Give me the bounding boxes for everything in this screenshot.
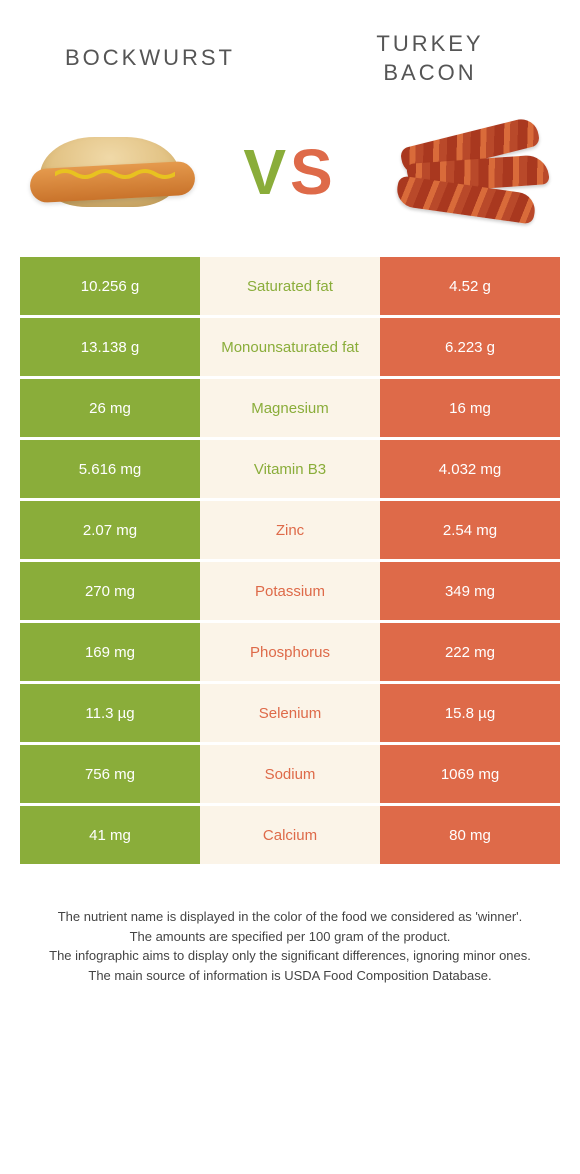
table-row: 11.3 µgSelenium15.8 µg <box>20 684 560 742</box>
right-value: 15.8 µg <box>380 684 560 742</box>
left-value: 26 mg <box>20 379 200 437</box>
left-value: 5.616 mg <box>20 440 200 498</box>
table-row: 26 mgMagnesium16 mg <box>20 379 560 437</box>
nutrient-label: Phosphorus <box>200 623 380 681</box>
nutrient-label: Selenium <box>200 684 380 742</box>
nutrient-table: 10.256 gSaturated fat4.52 g13.138 gMonou… <box>20 257 560 864</box>
vs-s: S <box>290 136 337 208</box>
left-value: 169 mg <box>20 623 200 681</box>
footnotes: The nutrient name is displayed in the co… <box>0 867 580 985</box>
nutrient-label: Saturated fat <box>200 257 380 315</box>
footnote-line: The main source of information is USDA F… <box>30 966 550 986</box>
left-value: 11.3 µg <box>20 684 200 742</box>
right-value: 16 mg <box>380 379 560 437</box>
right-value: 222 mg <box>380 623 560 681</box>
footnote-line: The nutrient name is displayed in the co… <box>30 907 550 927</box>
right-value: 80 mg <box>380 806 560 864</box>
table-row: 10.256 gSaturated fat4.52 g <box>20 257 560 315</box>
nutrient-label: Calcium <box>200 806 380 864</box>
table-row: 13.138 gMonounsaturated fat6.223 g <box>20 318 560 376</box>
left-food-title: BOCKWURST <box>50 44 250 73</box>
right-value: 6.223 g <box>380 318 560 376</box>
left-value: 2.07 mg <box>20 501 200 559</box>
footnote-line: The amounts are specified per 100 gram o… <box>30 927 550 947</box>
left-value: 756 mg <box>20 745 200 803</box>
nutrient-label: Sodium <box>200 745 380 803</box>
mustard-icon <box>55 167 175 179</box>
vs-label: VS <box>243 135 336 209</box>
right-value: 349 mg <box>380 562 560 620</box>
nutrient-label: Potassium <box>200 562 380 620</box>
right-value: 1069 mg <box>380 745 560 803</box>
right-food-image <box>390 117 550 227</box>
right-value: 4.032 mg <box>380 440 560 498</box>
vs-v: V <box>243 136 290 208</box>
header: BOCKWURST TURKEY BACON <box>0 0 580 97</box>
vs-row: VS <box>0 97 580 257</box>
right-value: 4.52 g <box>380 257 560 315</box>
right-food-title: TURKEY BACON <box>330 30 530 87</box>
table-row: 2.07 mgZinc2.54 mg <box>20 501 560 559</box>
table-row: 270 mgPotassium349 mg <box>20 562 560 620</box>
nutrient-label: Monounsaturated fat <box>200 318 380 376</box>
table-row: 5.616 mgVitamin B34.032 mg <box>20 440 560 498</box>
left-value: 10.256 g <box>20 257 200 315</box>
right-value: 2.54 mg <box>380 501 560 559</box>
nutrient-label: Magnesium <box>200 379 380 437</box>
left-value: 270 mg <box>20 562 200 620</box>
table-row: 756 mgSodium1069 mg <box>20 745 560 803</box>
nutrient-label: Zinc <box>200 501 380 559</box>
left-food-image <box>30 117 190 227</box>
nutrient-label: Vitamin B3 <box>200 440 380 498</box>
footnote-line: The infographic aims to display only the… <box>30 946 550 966</box>
left-value: 41 mg <box>20 806 200 864</box>
table-row: 41 mgCalcium80 mg <box>20 806 560 864</box>
left-value: 13.138 g <box>20 318 200 376</box>
table-row: 169 mgPhosphorus222 mg <box>20 623 560 681</box>
